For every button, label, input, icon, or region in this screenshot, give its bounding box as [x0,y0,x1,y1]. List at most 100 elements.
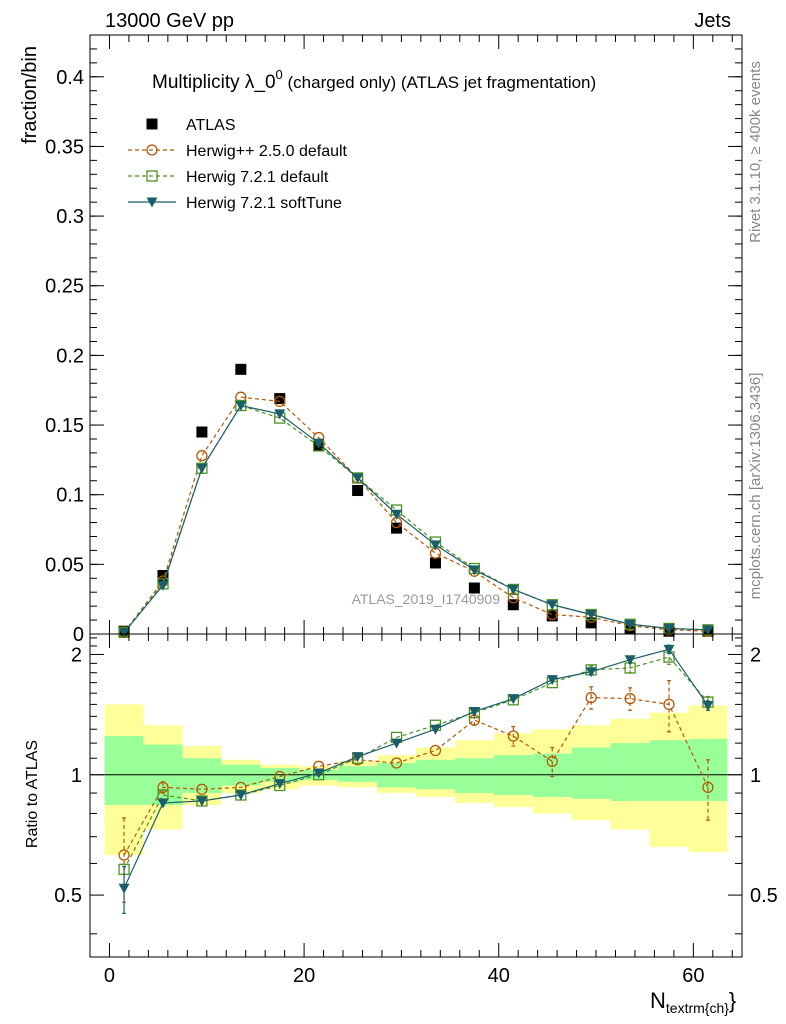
main-point-herwig-7-2-1-softtune [235,401,247,412]
ratio-point-herwig-7-2-1-softtune [352,752,364,763]
ratio-point-herwig-7-2-1-softtune [391,738,403,749]
main-y-tick-label: 0.1 [56,485,84,507]
x-axis-label: Ntextrm{ch}} [650,988,736,1016]
legend-label-herwig-7-2-1-default: Herwig 7.2.1 default [186,169,329,186]
header-left-label: 13000 GeV pp [105,10,234,32]
main-point-herwig-7-2-1-softtune [157,580,169,591]
ratio-band-inner [104,736,144,806]
legend-marker-herwig-7-2-1-softtune [146,197,158,208]
ratio-y-tick-label-right: 0.5 [750,885,778,907]
ratio-point-herwig-2-5-0-default [429,744,442,757]
ratio-point-herwig-2-5-0-default [624,693,636,705]
main-point-herwig-7-2-1-softtune [624,619,636,630]
main-y-tick-label: 0.35 [45,136,84,158]
x-axis-label-brace: } [729,988,736,1013]
ratio-point-herwig-2-5-0-default [390,757,403,769]
ratio-band-inner [610,743,650,801]
ratio-point-herwig-2-5-0-default [546,755,558,768]
ratio-band-inner [182,758,222,794]
ratio-band-inner [454,758,494,794]
main-point-atlas [274,393,286,405]
main-point-atlas [235,363,247,375]
ratio-point-herwig-7-2-1-softtune [157,798,169,809]
main-line-herwig-7-2-1-default [123,404,708,633]
ratio-line-herwig-7-2-1-softtune [123,648,709,889]
ratio-series-layer [118,644,714,914]
main-point-atlas [429,557,441,569]
main-line-herwig-7-2-1-softtune [123,404,708,633]
ratio-y-tick-label-left: 0.5 [54,885,82,907]
ratio-point-herwig-2-5-0-default [196,783,208,795]
main-point-herwig-7-2-1-softtune [507,584,519,595]
ratio-point-herwig-2-5-0-default [663,698,675,711]
ratio-point-herwig-7-2-1-softtune [546,675,558,686]
x-tick-label: 40 [488,965,510,987]
main-y-tick-label: 0.15 [45,415,84,437]
main-y-tick-label: 0.05 [45,554,84,576]
legend-marker-atlas [146,118,158,130]
ratio-point-herwig-7-2-1-softtune [196,796,208,807]
main-point-herwig-7-2-1-softtune [274,409,286,420]
main-panel: ATLAS_2019_I1740909 0 0.05 0.1 0.15 0.2 0.25 0… [19,34,743,646]
ratio-y-tick-label-right: 1 [750,765,761,787]
ratio-point-herwig-7-2-1-softtune [663,644,675,655]
main-point-herwig-7-2-1-softtune [313,438,325,449]
main-point-herwig-7-2-1-softtune [118,628,130,639]
ratio-band-inner [649,740,689,801]
ratio-uncertainty-bands [90,704,742,855]
ratio-band-inner [338,766,378,782]
legend-marker-herwig-2-5-0-default [146,144,158,156]
plot-title: Multiplicity λ_00 (charged only) (ATLAS … [152,67,596,93]
ratio-point-herwig-2-5-0-default [507,730,519,742]
analysis-watermark: ATLAS_2019_I1740909 [352,591,501,607]
plot-title-superscript: 0 [276,67,283,82]
legend-label-herwig-2-5-0-default: Herwig++ 2.5.0 default [186,143,348,160]
main-line-herwig-2-5-0-default [123,396,708,633]
ratio-y-tick-label-left: 2 [71,644,82,666]
mcplots-label: mcplots.cern.ch [arXiv:1306.3436] [747,373,764,600]
ratio-point-herwig-7-2-1-softtune [313,768,325,779]
ratio-axes: 0.5 0.51 12 20 20 40 60 [54,633,778,987]
legend-label-herwig-7-2-1-softtune: Herwig 7.2.1 softTune [186,195,342,212]
ratio-y-tick-label-left: 1 [71,765,82,787]
ratio-point-herwig-7-2-1-softtune [274,779,286,790]
main-point-herwig-7-2-1-softtune [663,623,675,634]
ratio-frame [89,633,743,958]
ratio-point-herwig-2-5-0-default [157,781,169,794]
main-y-tick-label: 0.25 [45,276,84,298]
main-point-atlas [546,610,558,622]
main-y-tick-label: 0 [73,624,84,646]
main-point-herwig-7-2-1-softtune [352,473,364,484]
main-point-herwig-7-2-1-softtune [429,540,441,551]
main-point-herwig-7-2-1-softtune [585,609,597,620]
rivet-version-label: Rivet 3.1.10, ≥ 400k events [747,61,764,243]
x-tick-label: 60 [682,965,704,987]
main-axes: 0 0.05 0.1 0.15 0.2 0.25 0.3 0.35 0.4 [45,34,743,646]
ratio-point-herwig-7-2-1-softtune [507,694,519,705]
x-tick-label: 20 [293,965,315,987]
legend-label-atlas: ATLAS [186,117,236,134]
ratio-point-herwig-7-2-1-softtune [235,790,247,801]
ratio-band-inner [571,747,611,799]
x-tick-label: 0 [104,965,115,987]
main-point-herwig-7-2-1-softtune [468,565,480,576]
main-point-herwig-2-5-0-default [274,395,286,408]
ratio-point-herwig-2-5-0-default [702,781,714,794]
main-point-atlas [196,426,208,438]
main-series-layer [118,363,714,639]
main-y-axis-label: fraction/bin [19,46,41,144]
main-y-tick-label: 0.2 [56,345,84,367]
main-point-atlas [352,485,364,497]
main-point-herwig-7-2-1-softtune [391,509,403,520]
ratio-point-herwig-2-5-0-default [585,691,597,704]
ratio-point-herwig-7-2-1-softtune [585,667,597,678]
ratio-y-axis-label: Ratio to ATLAS [24,740,41,848]
x-axis-label-subscript: textrm{ch} [666,1000,729,1016]
plot-title-suffix: (charged only) (ATLAS jet fragmentation) [283,73,596,92]
x-axis-label-main: N [650,988,666,1013]
main-point-herwig-7-2-1-softtune [196,463,208,474]
plot-title-main: Multiplicity λ_0 [152,72,276,93]
ratio-point-herwig-7-2-1-softtune [468,706,480,717]
legend-marker-herwig-7-2-1-default [146,170,158,182]
